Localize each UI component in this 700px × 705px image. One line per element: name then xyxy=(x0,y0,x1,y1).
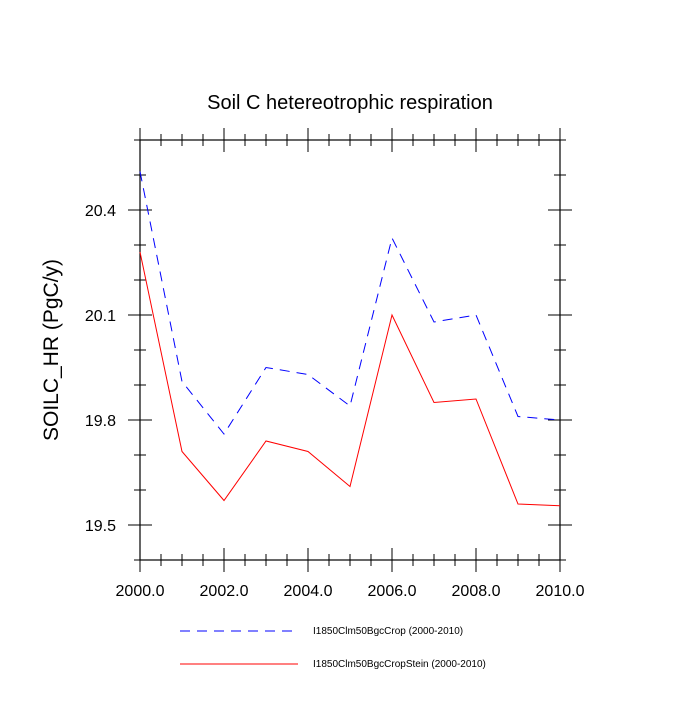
plot-area: 2000.0 2002.0 2004.0 2006.0 2008.0 2010.0 19.5… xyxy=(85,128,585,600)
legend-label-1: I1850Clm50BgcCrop (2000-2010) xyxy=(313,626,463,637)
series-line-2 xyxy=(139,251,561,507)
legend: I1850Clm50BgcCrop (2000-2010) I1850Clm50B… xyxy=(180,626,486,670)
chart-title: Soil C hetereotrophic respiration xyxy=(207,92,493,114)
y-tick-label: 20.1 xyxy=(85,308,116,325)
x-tick-label: 2010.0 xyxy=(536,583,585,600)
x-tick-label: 2004.0 xyxy=(284,583,333,600)
legend-label-2: I1850Clm50BgcCropStein (2000-2010) xyxy=(313,659,486,670)
x-tick-label: 2006.0 xyxy=(368,583,417,600)
series-line-1 xyxy=(139,171,561,435)
y-tick-label: 19.5 xyxy=(85,518,116,535)
y-axis-label: SOILC_HR (PgC/y) xyxy=(40,259,63,441)
y-tick-label: 20.4 xyxy=(85,203,116,220)
x-tick-label: 2008.0 xyxy=(452,583,501,600)
x-tick-label: 2000.0 xyxy=(116,583,165,600)
x-tick-label: 2002.0 xyxy=(200,583,249,600)
plot-frame xyxy=(139,139,561,561)
y-tick-label: 19.8 xyxy=(85,413,116,430)
